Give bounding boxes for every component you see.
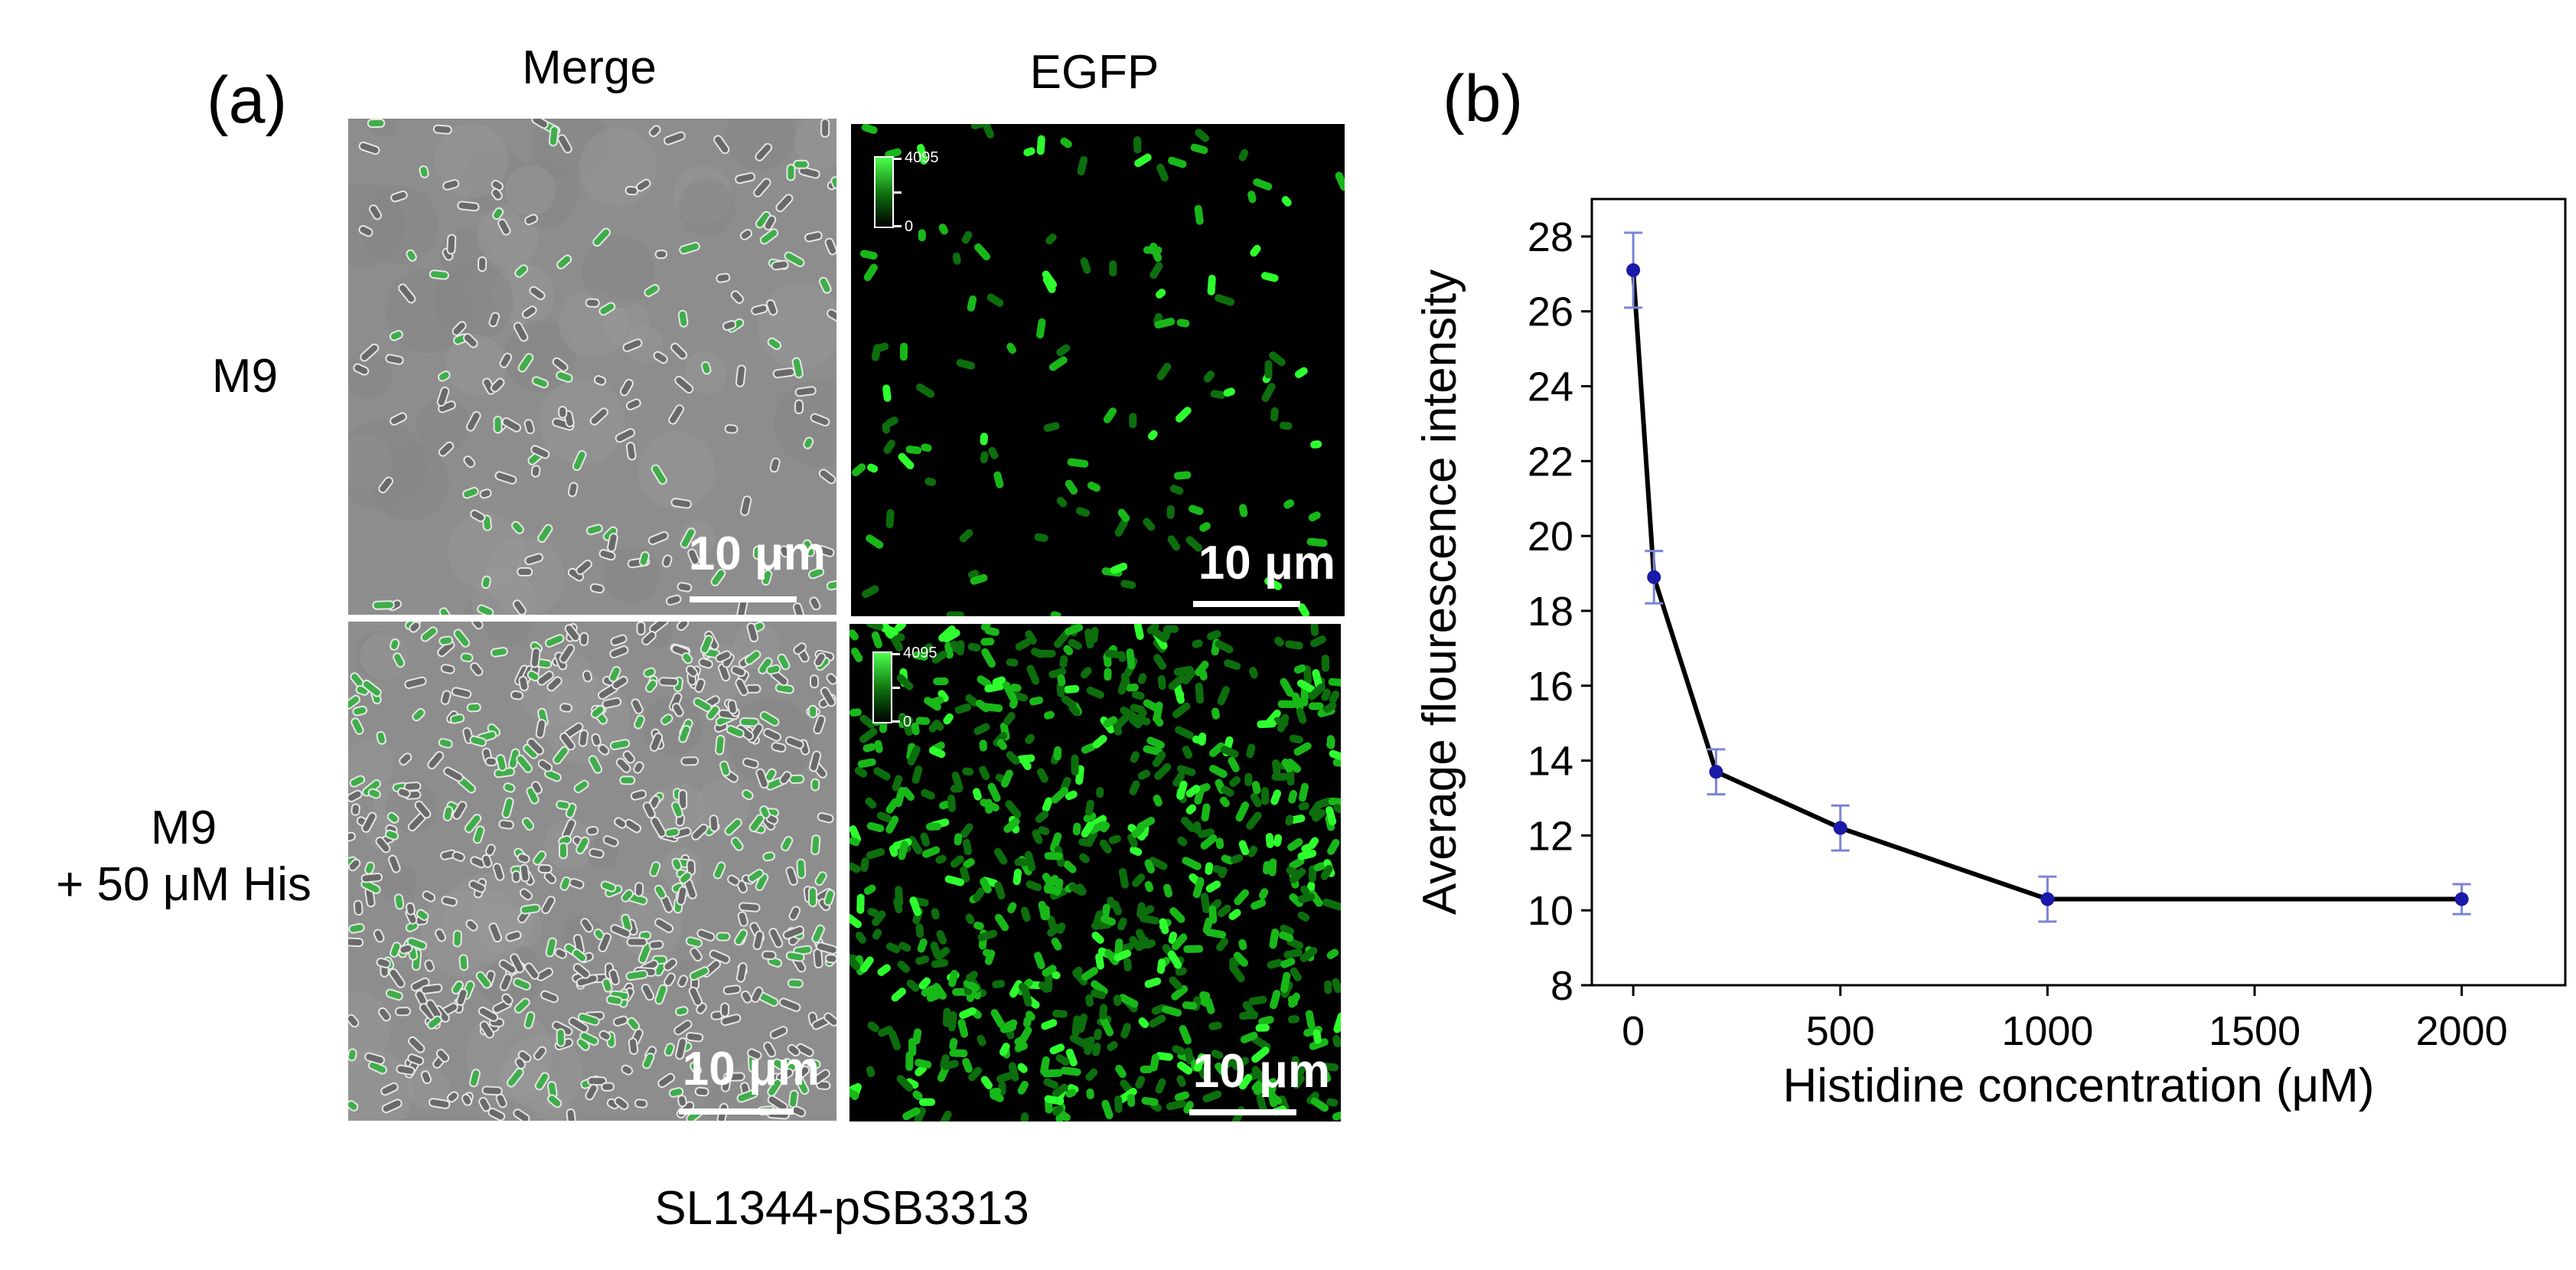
colorbar-min-label: 0 <box>905 218 914 235</box>
scale-bar-label: 10 μm <box>682 1043 820 1095</box>
data-point <box>1626 263 1641 277</box>
colorbar-max-label: 4095 <box>903 645 937 661</box>
y-tick-label: 8 <box>1550 963 1573 1009</box>
x-tick-label: 0 <box>1622 1008 1645 1054</box>
colorbar <box>874 156 894 228</box>
cell-texture <box>852 124 1345 616</box>
colorbar-max-label: 4095 <box>905 149 939 166</box>
colorbar-tick <box>892 225 902 227</box>
scale-bar <box>1189 1109 1296 1115</box>
scale-bar-label: 10 μm <box>1192 1045 1330 1098</box>
colorbar-tick <box>892 158 902 160</box>
scale-bar <box>679 1108 794 1115</box>
column-header-egfp: EGFP <box>1029 46 1159 99</box>
scale-bar <box>1193 601 1300 607</box>
x-tick-label: 1000 <box>2001 1008 2093 1054</box>
row-header-m9: M9 <box>115 348 375 405</box>
colorbar-tick <box>892 191 902 194</box>
series-line <box>1631 269 2462 902</box>
cell-texture <box>348 622 836 1121</box>
row-header-m9-his-line1: M9 <box>150 802 217 854</box>
colorbar-tick <box>891 720 900 723</box>
y-tick-label: 12 <box>1528 813 1573 859</box>
data-point <box>2454 892 2469 906</box>
scale-bar <box>690 596 797 602</box>
line-chart: 8 10 12 14 16 18 20 22 24 26 28 0 500 1000 1500 2000 His… <box>1414 198 2567 1112</box>
panel-b-label: (b) <box>1443 62 1524 135</box>
y-tick-label: 28 <box>1528 214 1573 260</box>
scale-bar-label: 10 μm <box>688 527 826 580</box>
egfp-his-image: 4095 0 10 μm <box>849 624 1341 1121</box>
data-point <box>1833 821 1847 835</box>
row-header-m9-his: M9 + 50 μM His <box>15 800 352 914</box>
y-tick-label: 14 <box>1528 739 1573 785</box>
colorbar <box>872 651 892 723</box>
x-axis-label: Histidine concentration (μM) <box>1782 1059 2374 1112</box>
plot-frame <box>1590 198 2567 987</box>
colorbar-tick <box>891 653 900 655</box>
y-tick-label: 26 <box>1528 289 1573 335</box>
x-tick-label: 500 <box>1806 1008 1875 1054</box>
x-tick-label: 1500 <box>2209 1008 2300 1054</box>
data-point <box>1709 765 1723 779</box>
merge-his-image: 10 μm <box>348 622 836 1121</box>
data-point <box>2040 892 2055 906</box>
row-header-m9-his-line2: + 50 μM His <box>56 858 311 912</box>
merge-m9-image: 10 μm <box>348 119 836 615</box>
figure-caption: SL1344-pSB3313 <box>654 1182 1029 1235</box>
scale-bar-label: 10 μm <box>1198 537 1335 589</box>
y-axis-label: Average flourescence intensity <box>1414 269 1466 915</box>
colorbar-min-label: 0 <box>903 713 912 730</box>
data-point <box>1647 570 1661 584</box>
y-tick-label: 10 <box>1528 888 1573 934</box>
y-tick-label: 18 <box>1528 589 1573 635</box>
cell-texture <box>849 624 1341 1121</box>
row-header-m9-line: M9 <box>211 350 279 403</box>
y-tick-label: 20 <box>1528 514 1573 560</box>
y-tick-label: 16 <box>1528 664 1573 710</box>
y-tick-label: 24 <box>1528 364 1573 410</box>
colorbar-tick <box>891 687 900 689</box>
egfp-m9-image: 4095 0 10 μm <box>851 124 1345 616</box>
column-header-merge: Merge <box>522 41 657 94</box>
x-tick-label: 2000 <box>2416 1008 2508 1054</box>
panel-a-label: (a) <box>207 64 288 137</box>
y-tick-label: 22 <box>1528 439 1573 485</box>
